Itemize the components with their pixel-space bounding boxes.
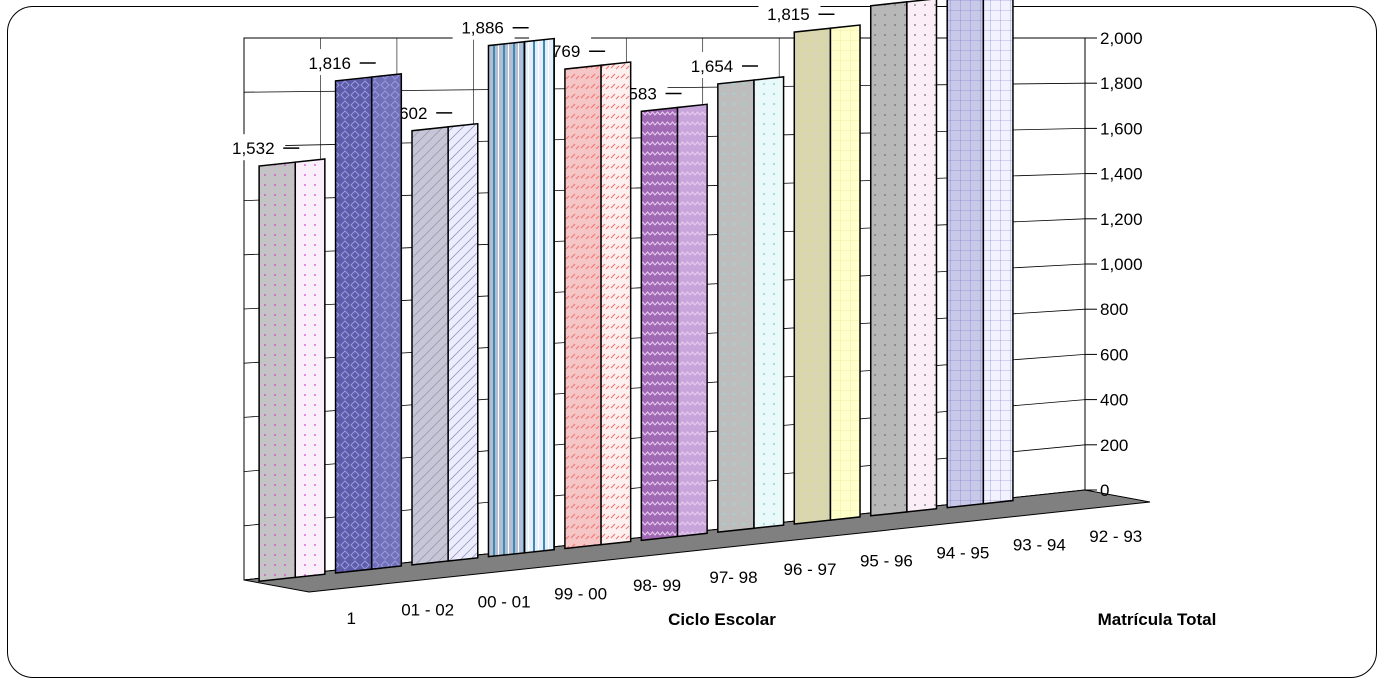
bar-face — [869, 1, 908, 517]
bar-face — [946, 0, 985, 509]
y-tick-label: 800 — [1100, 300, 1128, 319]
x-axis: 1 01 - 02 00 - 01 99 - 00 98- 99 97- 98 96 - 9… — [346, 527, 1142, 628]
data-label: 1,532 — [232, 139, 275, 158]
x-tick-label: 94 - 95 — [936, 543, 989, 562]
bars: 1,9621,8821,8151,6541,5831,7691,8861,602… — [223, 0, 1014, 583]
y-axis-title: Matrícula Total — [1098, 610, 1217, 629]
x-tick-label: 95 - 96 — [860, 552, 913, 571]
bar-side — [753, 76, 785, 530]
bar-face — [793, 27, 832, 525]
y-tick-label: 1,800 — [1100, 74, 1143, 93]
bar-side — [676, 103, 708, 538]
bar-side — [906, 0, 938, 513]
data-label: 1,816 — [308, 54, 351, 73]
data-label-box — [758, 0, 821, 27]
x-tick-label: 97- 98 — [709, 568, 757, 587]
data-label: 1,886 — [461, 19, 504, 38]
bar-face — [487, 40, 526, 558]
x-axis-title: Ciclo Escolar — [668, 610, 776, 629]
x-tick-label: 98- 99 — [633, 576, 681, 595]
bar — [487, 37, 555, 558]
bar — [869, 0, 938, 517]
bar-face — [258, 161, 297, 583]
bar-side — [447, 122, 479, 562]
x-tick-label: 92 - 93 — [1089, 527, 1142, 546]
bar — [334, 73, 403, 574]
bar-side — [294, 158, 326, 579]
bar-side — [600, 61, 632, 546]
x-tick-label: 99 - 00 — [554, 584, 607, 603]
bar — [258, 158, 326, 583]
x-tick-label: 1 — [346, 609, 355, 628]
bar-face — [411, 126, 449, 566]
data-label-box — [452, 13, 515, 40]
x-tick-label: 93 - 94 — [1013, 535, 1066, 554]
data-label-box — [223, 134, 286, 161]
y-tick-label: 2,000 — [1100, 29, 1143, 48]
y-tick-label: 1,200 — [1100, 210, 1143, 229]
bar-face — [564, 64, 602, 550]
y-tick-label: 1,600 — [1100, 119, 1143, 138]
x-tick-label: 01 - 02 — [401, 601, 454, 620]
bar — [564, 61, 632, 550]
bar-side — [523, 37, 555, 554]
y-tick-label: 200 — [1100, 436, 1128, 455]
x-tick-label: 00 - 01 — [478, 593, 531, 612]
data-label: 1,815 — [767, 5, 810, 24]
bar — [411, 122, 479, 566]
y-axis: 0 200 400 600 800 1,000 1,200 1,400 1,600 1,800 2,… — [1084, 29, 1143, 500]
bar-face — [640, 106, 679, 542]
bar — [640, 103, 708, 542]
y-tick-label: 600 — [1100, 345, 1128, 364]
bar — [793, 24, 861, 525]
y-tick-label: 1,400 — [1100, 165, 1143, 184]
bar-side — [829, 24, 861, 521]
bar-face — [717, 79, 755, 533]
data-label: 1,654 — [691, 57, 734, 76]
bar-side — [982, 0, 1014, 505]
y-tick-label: 0 — [1100, 481, 1109, 500]
data-label-box — [299, 49, 362, 76]
bar — [946, 0, 1014, 509]
bar-face — [334, 76, 373, 574]
x-tick-label: 96 - 97 — [783, 560, 836, 579]
data-label-box — [681, 52, 744, 79]
bar — [717, 76, 785, 533]
y-tick-label: 400 — [1100, 391, 1128, 410]
bar-side — [370, 73, 403, 571]
y-tick-label: 1,000 — [1100, 255, 1143, 274]
